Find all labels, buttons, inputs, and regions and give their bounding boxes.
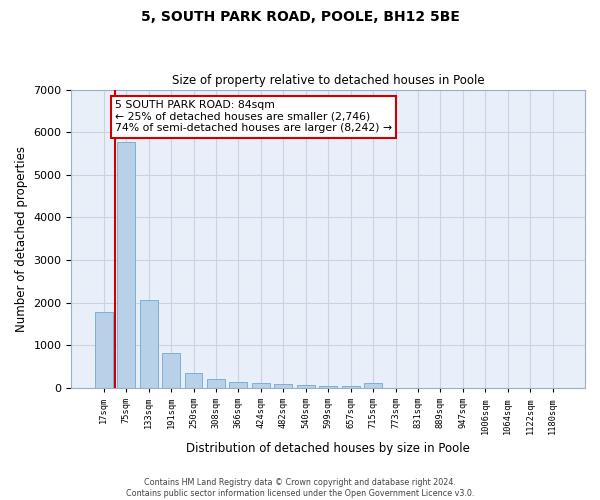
Bar (95, 312, 113, 388)
Bar (162, 353, 180, 388)
Bar (364, 383, 382, 388)
Bar (207, 378, 225, 388)
Bar (185, 374, 202, 388)
Y-axis label: Number of detached properties: Number of detached properties (15, 146, 28, 332)
Bar (274, 384, 292, 388)
Bar (297, 386, 315, 388)
X-axis label: Distribution of detached houses by size in Poole: Distribution of detached houses by size … (186, 442, 470, 455)
Bar (252, 383, 270, 388)
Bar (229, 382, 247, 388)
Text: 5, SOUTH PARK ROAD, POOLE, BH12 5BE: 5, SOUTH PARK ROAD, POOLE, BH12 5BE (140, 10, 460, 24)
Bar (341, 386, 359, 388)
Text: Contains HM Land Registry data © Crown copyright and database right 2024.
Contai: Contains HM Land Registry data © Crown c… (126, 478, 474, 498)
Text: 5 SOUTH PARK ROAD: 84sqm
← 25% of detached houses are smaller (2,746)
74% of sem: 5 SOUTH PARK ROAD: 84sqm ← 25% of detach… (115, 100, 392, 134)
Bar (140, 300, 158, 388)
Bar (319, 386, 337, 388)
Bar (117, 142, 135, 388)
Title: Size of property relative to detached houses in Poole: Size of property relative to detached ho… (172, 74, 485, 87)
